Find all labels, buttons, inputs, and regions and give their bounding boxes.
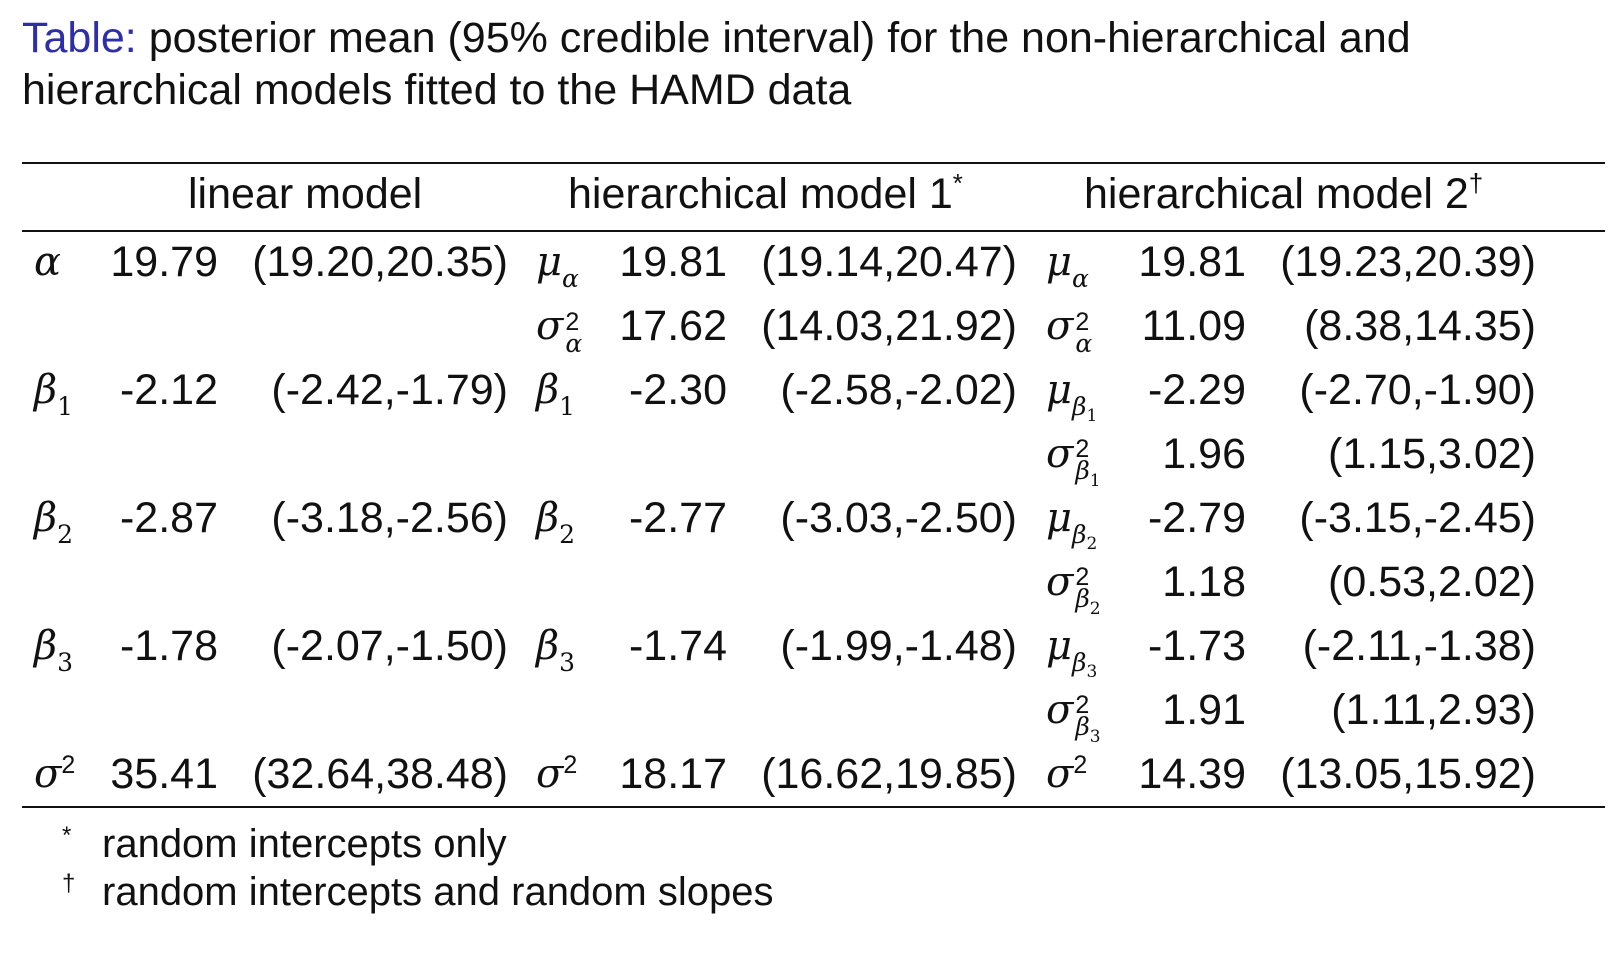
caption-label: Table: bbox=[22, 14, 137, 62]
cell-lin-ci: (19.20,20.35) bbox=[252, 238, 508, 286]
cell-h1-ci: (-2.58,-2.02) bbox=[780, 366, 1017, 414]
cell-h2-ci: (13.05,15.92) bbox=[1280, 750, 1536, 798]
cell-lin-ci: (-2.42,-1.79) bbox=[271, 366, 508, 414]
cell-h1-mean: -2.30 bbox=[628, 366, 727, 414]
h2-param-sigma2-beta3: σ 2 β3 bbox=[1046, 687, 1101, 747]
param-beta2: β2 bbox=[34, 495, 74, 549]
cell-h2-mean: 1.96 bbox=[1162, 430, 1246, 478]
cell-h2-mean: 11.09 bbox=[1141, 302, 1246, 350]
cell-h1-ci: (-3.03,-2.50) bbox=[780, 494, 1017, 542]
footnote-star: * random intercepts only bbox=[62, 820, 507, 874]
cell-h1-ci: (16.62,19.85) bbox=[761, 750, 1017, 798]
header-h2-mark: † bbox=[1468, 168, 1484, 198]
param-beta3: β3 bbox=[34, 623, 74, 677]
cell-h1-ci: (-1.99,-1.48) bbox=[780, 622, 1017, 670]
footnote-dagger: † random intercepts and random slopes bbox=[62, 868, 773, 922]
cell-h2-ci: (8.38,14.35) bbox=[1304, 302, 1536, 350]
cell-lin-ci: (-2.07,-1.50) bbox=[271, 622, 508, 670]
cell-h1-ci: (19.14,20.47) bbox=[761, 238, 1017, 286]
param-beta1: β1 bbox=[34, 367, 74, 421]
cell-lin-mean: -2.12 bbox=[119, 366, 218, 414]
cell-h1-mean: -2.77 bbox=[628, 494, 727, 542]
cell-h2-mean: 1.18 bbox=[1162, 558, 1246, 606]
h1-param-sigma2: σ2 bbox=[536, 751, 578, 797]
cell-lin-mean: 35.41 bbox=[110, 750, 218, 798]
h2-param-sigma2: σ2 bbox=[1046, 751, 1088, 797]
cell-h2-mean: 1.91 bbox=[1162, 686, 1246, 734]
h2-param-mu-beta2: μβ2 bbox=[1046, 495, 1098, 554]
cell-lin-mean: -2.87 bbox=[119, 494, 218, 542]
cell-lin-ci: (-3.18,-2.56) bbox=[271, 494, 508, 542]
header-linear-model: linear model bbox=[188, 170, 423, 218]
h1-param-beta2: β2 bbox=[536, 495, 576, 549]
cell-h1-mean: -1.74 bbox=[628, 622, 727, 670]
header-h1-label: hierarchical model 1 bbox=[568, 170, 953, 218]
cell-h1-mean: 17.62 bbox=[619, 302, 727, 350]
cell-lin-ci: (32.64,38.48) bbox=[252, 750, 508, 798]
h1-param-beta1: β1 bbox=[536, 367, 576, 421]
cell-h2-mean: 19.81 bbox=[1138, 238, 1246, 286]
cell-h2-ci: (19.23,20.39) bbox=[1280, 238, 1536, 286]
footnote-dagger-mark: † bbox=[62, 870, 76, 897]
cell-h2-ci: (1.15,3.02) bbox=[1328, 430, 1536, 478]
bottom-rule bbox=[22, 806, 1605, 808]
cell-h2-mean: 14.39 bbox=[1138, 750, 1246, 798]
footnote-star-text: random intercepts only bbox=[102, 822, 507, 866]
cell-h2-ci: (0.53,2.02) bbox=[1328, 558, 1536, 606]
h2-param-sigma2-beta2: σ 2 β2 bbox=[1046, 559, 1101, 619]
param-alpha: α bbox=[34, 239, 62, 285]
cell-h1-ci: (14.03,21.92) bbox=[761, 302, 1017, 350]
cell-lin-mean: -1.78 bbox=[119, 622, 218, 670]
cell-h2-ci: (-3.15,-2.45) bbox=[1299, 494, 1536, 542]
header-hierarchical-model-1: hierarchical model 1* bbox=[568, 168, 963, 223]
header-hierarchical-model-2: hierarchical model 2† bbox=[1084, 168, 1484, 223]
h2-param-mu-alpha: μα bbox=[1046, 239, 1089, 293]
cell-h2-ci: (-2.70,-1.90) bbox=[1299, 366, 1536, 414]
h1-param-mu-alpha: μα bbox=[536, 239, 579, 293]
footnote-dagger-text: random intercepts and random slopes bbox=[102, 870, 774, 914]
cell-h1-mean: 19.81 bbox=[619, 238, 727, 286]
cell-h1-mean: 18.17 bbox=[619, 750, 727, 798]
header-h2-label: hierarchical model 2 bbox=[1084, 170, 1469, 218]
cell-lin-mean: 19.79 bbox=[110, 238, 218, 286]
header-rule bbox=[22, 230, 1605, 232]
cell-h2-ci: (-2.11,-1.38) bbox=[1302, 622, 1536, 670]
param-sigma2: σ2 bbox=[34, 751, 76, 797]
cell-h2-mean: -1.73 bbox=[1147, 622, 1246, 670]
caption-text: posterior mean (95% credible interval) f… bbox=[22, 14, 1411, 114]
cell-h2-mean: -2.79 bbox=[1147, 494, 1246, 542]
header-h1-mark: * bbox=[952, 168, 963, 198]
top-rule bbox=[22, 162, 1605, 164]
cell-h2-ci: (1.11,2.93) bbox=[1331, 686, 1536, 734]
cell-h2-mean: -2.29 bbox=[1147, 366, 1246, 414]
table-caption: Table: posterior mean (95% credible inte… bbox=[22, 12, 1582, 116]
footnote-star-mark: * bbox=[62, 822, 72, 849]
h2-param-mu-beta1: μβ1 bbox=[1046, 367, 1098, 426]
h2-param-sigma2-beta1: σ 2 β1 bbox=[1046, 431, 1101, 491]
h2-param-mu-beta3: μβ3 bbox=[1046, 623, 1098, 682]
h1-param-beta3: β3 bbox=[536, 623, 576, 677]
